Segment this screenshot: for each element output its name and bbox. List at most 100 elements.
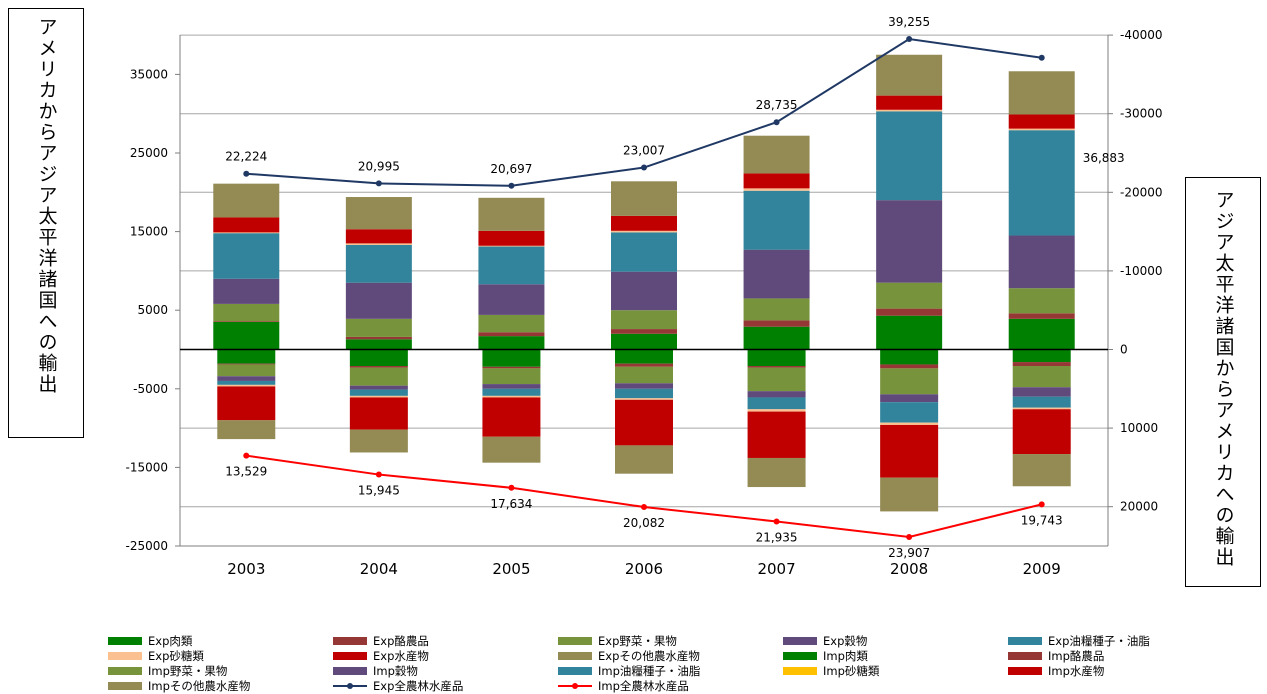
bar-segment xyxy=(611,271,677,311)
imp-total-point xyxy=(1038,501,1045,508)
data-label: 28,735 xyxy=(756,98,798,112)
legend-item: Exp野菜・果物 xyxy=(558,633,783,648)
bar-segment xyxy=(478,230,545,246)
legend-swatch xyxy=(558,651,592,660)
bar-segment xyxy=(611,333,677,350)
legend-swatch xyxy=(333,651,367,660)
bar-segment xyxy=(478,245,545,247)
bar-segment xyxy=(880,349,939,365)
bar-segment xyxy=(349,389,408,396)
left-tick-label: 15000 xyxy=(130,225,168,239)
bar-segment xyxy=(611,215,677,231)
left-tick-label: -15000 xyxy=(125,460,168,474)
bar-segment xyxy=(1012,366,1071,388)
legend-swatch xyxy=(108,666,142,675)
legend-label: Imp酪農品 xyxy=(1048,648,1105,663)
bar-segment xyxy=(213,183,280,218)
bar-segment xyxy=(217,380,276,385)
legend-label: Exp穀物 xyxy=(823,633,868,648)
right-tick-label: 10000 xyxy=(1120,421,1158,435)
bar-segment xyxy=(743,190,810,250)
legend-swatch xyxy=(333,666,367,675)
legend-label: Imp水産物 xyxy=(1048,663,1105,678)
data-label: 22,224 xyxy=(225,150,267,164)
bar-segment xyxy=(611,232,677,272)
exp-total-point xyxy=(375,180,382,187)
bar-segment xyxy=(1012,349,1071,363)
legend-label: Expその他農水産物 xyxy=(598,648,700,663)
legend-swatch xyxy=(783,666,817,675)
bar-segment xyxy=(876,95,943,110)
data-label: 21,935 xyxy=(756,531,798,545)
imp-total-point xyxy=(906,534,913,540)
bar-segment xyxy=(747,457,806,488)
bar-segment xyxy=(217,349,276,364)
bar-segment xyxy=(876,109,943,112)
legend-label: Exp全農林水産品 xyxy=(373,678,464,693)
bar-segment xyxy=(747,349,806,367)
legend-item: Exp穀物 xyxy=(783,633,1008,648)
legend-swatch xyxy=(558,666,592,675)
bar-segment xyxy=(743,249,810,299)
bar-segment xyxy=(349,367,408,386)
bar-segment xyxy=(482,349,541,367)
bar-segment xyxy=(743,188,810,191)
bar-segment xyxy=(345,336,412,340)
bar-segment xyxy=(611,329,677,334)
imp-total-point xyxy=(508,484,515,491)
bar-segment xyxy=(880,477,939,512)
legend-swatch xyxy=(558,636,592,645)
bar-segment xyxy=(876,111,943,201)
data-label: 20,082 xyxy=(623,516,665,530)
imp-total-point xyxy=(375,471,382,478)
bar-segment xyxy=(217,363,276,365)
legend-label: Exp水産物 xyxy=(373,648,429,663)
right-tick-label: 20000 xyxy=(1120,500,1158,514)
bar-segment xyxy=(345,282,412,319)
legend-label: Impその他農水産物 xyxy=(148,678,251,693)
bar-segment xyxy=(611,181,677,216)
right-tick-label: -30000 xyxy=(1120,107,1163,121)
bar-segment xyxy=(213,217,280,233)
left-tick-label: -5000 xyxy=(133,382,168,396)
bar-segment xyxy=(615,363,673,367)
bar-segment xyxy=(747,366,806,368)
legend-item: Exp全農林水産品 xyxy=(333,678,558,693)
legend-item: Imp全農林水産品 xyxy=(558,678,783,693)
data-label: 15,945 xyxy=(358,484,400,498)
bar-segment xyxy=(482,384,541,389)
right-axis-title: アジア太平洋諸国からアメリカへの輸出 xyxy=(1185,177,1261,587)
exp-total-point xyxy=(641,164,647,171)
bar-segment xyxy=(615,349,673,364)
bar-segment xyxy=(880,394,939,403)
imp-total-point xyxy=(641,504,647,511)
legend-label: Imp肉類 xyxy=(823,648,868,663)
bar-segment xyxy=(478,197,545,231)
bar-segment xyxy=(611,230,677,233)
bar-segment xyxy=(615,398,673,400)
bar-segment xyxy=(213,321,280,322)
bar-segment xyxy=(1008,71,1075,115)
legend-swatch xyxy=(1008,636,1042,645)
bar-segment xyxy=(217,420,276,440)
bar-segment xyxy=(478,314,545,333)
bar-segment xyxy=(478,246,545,285)
data-label: 39,255 xyxy=(888,15,930,29)
bar-segment xyxy=(478,332,545,337)
bar-segment xyxy=(345,318,412,337)
x-tick-label: 2005 xyxy=(492,560,530,578)
legend-label: Imp野菜・果物 xyxy=(148,663,228,678)
data-label: 23,007 xyxy=(623,144,665,158)
bar-segment xyxy=(1008,128,1075,131)
exp-total-point xyxy=(1038,54,1045,61)
bar-segment xyxy=(747,397,806,410)
x-tick-label: 2009 xyxy=(1023,560,1061,578)
right-tick-label: -40000 xyxy=(1120,28,1163,42)
legend-label: Exp野菜・果物 xyxy=(598,633,677,648)
x-tick-label: 2004 xyxy=(360,560,398,578)
bar-segment xyxy=(880,424,939,478)
legend-label: Exp酪農品 xyxy=(373,633,429,648)
legend-label: Exp肉類 xyxy=(148,633,193,648)
data-labels: 22,224 20,995 20,697 23,007 28,735 39,255 36,8… xyxy=(225,15,1124,560)
bar-segment xyxy=(743,135,810,174)
